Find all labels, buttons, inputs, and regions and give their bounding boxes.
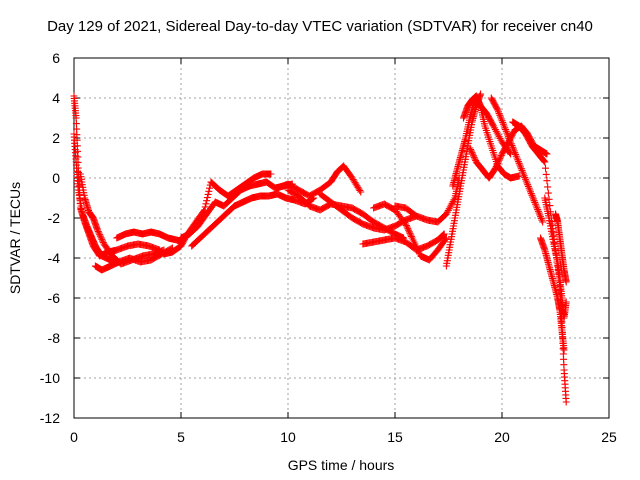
y-tick-label: 0 bbox=[52, 170, 60, 186]
series-arc-3 bbox=[77, 171, 167, 268]
y-tick-label: -10 bbox=[40, 370, 60, 386]
x-tick-label: 15 bbox=[387, 429, 403, 445]
data-point bbox=[204, 194, 211, 201]
data-point bbox=[544, 183, 551, 190]
data-point bbox=[205, 188, 212, 195]
data-point bbox=[542, 165, 549, 172]
series-arc-2 bbox=[71, 131, 123, 266]
y-tick-label: -6 bbox=[48, 290, 61, 306]
x-tick-label: 25 bbox=[601, 429, 617, 445]
x-tick-label: 5 bbox=[177, 429, 185, 445]
data-point bbox=[543, 171, 550, 178]
x-tick-label: 0 bbox=[70, 429, 78, 445]
x-axis-label: GPS time / hours bbox=[288, 457, 395, 473]
x-tick-label: 20 bbox=[494, 429, 510, 445]
y-tick-label: -8 bbox=[48, 330, 61, 346]
grid-lines bbox=[74, 58, 609, 418]
y-tick-label: -4 bbox=[48, 250, 61, 266]
y-axis-label: SDTVAR / TECUs bbox=[7, 182, 23, 294]
x-tick-label: 10 bbox=[280, 429, 296, 445]
y-tick-label: -2 bbox=[48, 210, 61, 226]
data-point bbox=[202, 200, 209, 207]
data-point bbox=[203, 197, 210, 204]
chart-plot: 0 5 10 15 20 25 -12 -10 -8 -6 -4 -2 0 2 4 6 GPS time / … bbox=[0, 0, 640, 480]
y-tick-label: 4 bbox=[52, 90, 60, 106]
data-point bbox=[563, 399, 570, 406]
data-point bbox=[205, 191, 212, 198]
data-point bbox=[545, 190, 552, 197]
y-tick-label: 6 bbox=[52, 50, 60, 66]
y-tick-label: -12 bbox=[40, 410, 60, 426]
y-tick-label: 2 bbox=[52, 130, 60, 146]
plot-frame bbox=[74, 58, 609, 418]
